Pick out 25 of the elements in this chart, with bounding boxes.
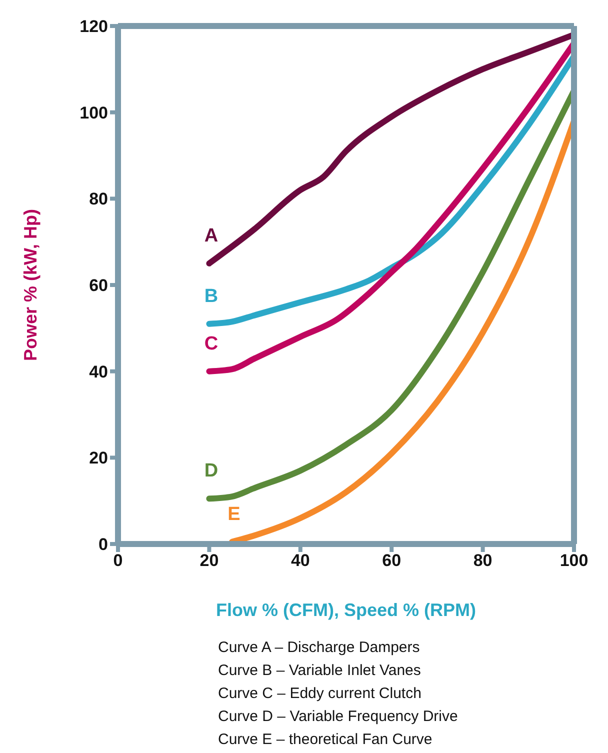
text: Curve E – theoretical Fan Curve [218,730,434,750]
x-axis-title: Flow % (CFM), Speed % (RPM) [216,600,476,620]
text: Curve C – Eddy current Clutch [218,684,422,704]
x-tick-label: 100 [560,551,588,570]
series-label: D [204,460,218,482]
y-tick-label: 60 [89,276,108,296]
series-label: E [228,504,240,525]
x-tick-label: 40 [290,551,310,570]
y-axis-title: Power % (kW, Hp) [20,208,40,362]
y-tick-label: 120 [80,17,108,36]
y-tick-label: 40 [89,362,108,382]
text: Curve D – Variable Frequency Drive [218,707,459,727]
x-tick-label: 0 [113,551,123,570]
text: Curve A – Discharge Dampers [218,638,421,658]
series-label: B [204,286,218,307]
x-tick-label: 80 [473,551,492,570]
y-tick-label: 100 [80,103,108,122]
y-tick-label: 80 [89,190,108,209]
x-tick-label: 60 [382,551,402,570]
series-label: A [204,225,218,246]
y-tick-label: 0 [98,535,108,554]
y-tick-label: 20 [89,448,108,468]
text: Curve B – Variable Inlet Vanes [218,661,422,681]
x-tick-label: 20 [200,551,219,570]
series-label: C [204,333,218,354]
